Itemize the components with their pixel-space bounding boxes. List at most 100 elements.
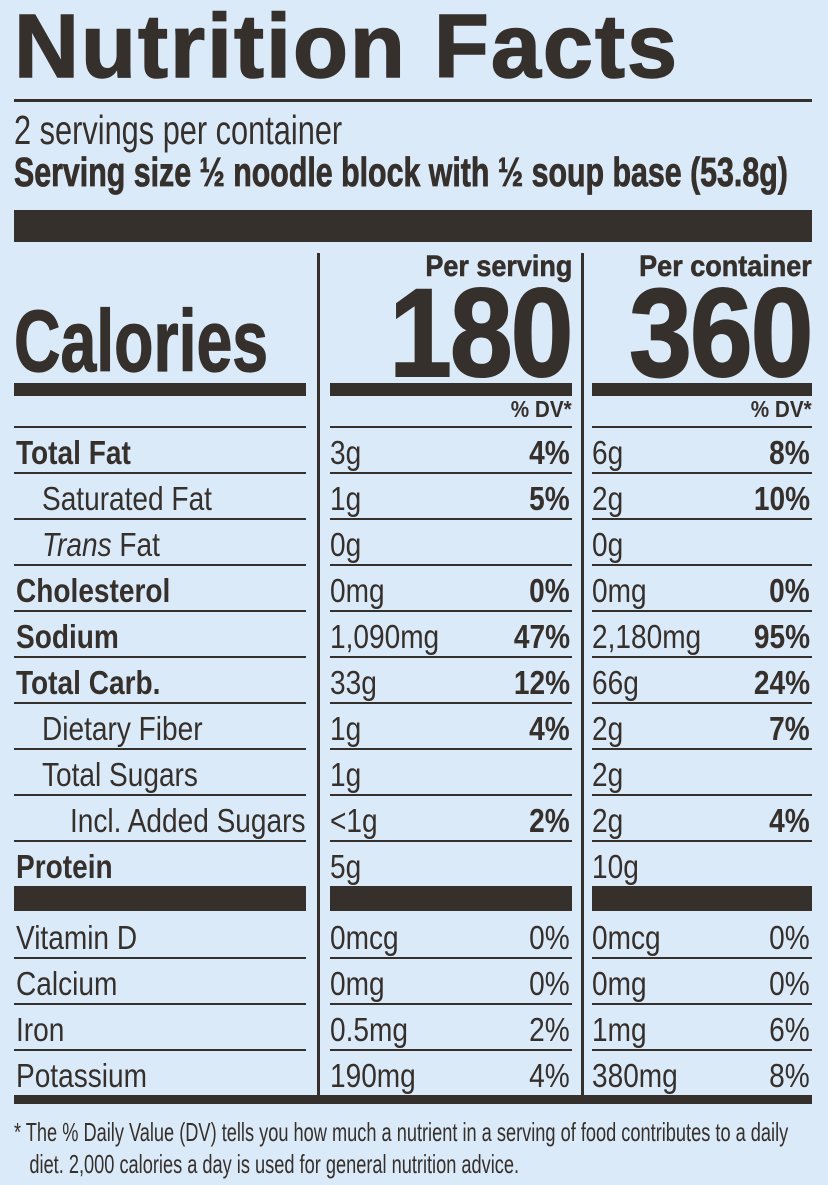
per-serving-daily-value: 2% (529, 1010, 570, 1048)
per-serving-amount: 1g (330, 709, 362, 747)
nutrient-label: Protein (16, 847, 113, 885)
calories-underline-bar (330, 382, 572, 396)
per-serving-daily-value: 0% (529, 918, 570, 956)
nutrient-label-cell: Sodium (14, 609, 306, 656)
nutrient-label: Iron (16, 1010, 65, 1048)
per-serving-cell: <1g 2% (330, 793, 572, 840)
section-divider-bar (592, 885, 812, 911)
per-serving-daily-value: 12% (513, 663, 570, 701)
per-serving-amount: 190mg (330, 1056, 416, 1094)
nutrient-label-cell: Saturated Fat (14, 471, 306, 518)
per-container-amount: 10g (592, 847, 639, 885)
serving-size: Serving size ½ noodle block with ½ soup … (14, 149, 788, 196)
per-container-amount: 2,180mg (592, 617, 702, 655)
per-serving-cell: 1g (330, 747, 572, 794)
per-container-daily-value: 10% (753, 479, 810, 517)
per-container-cell: 380mg 8% (592, 1048, 812, 1095)
per-serving-cell: 3g 4% (330, 425, 572, 472)
nutrient-label: Trans Fat (42, 525, 160, 563)
nutrition-table: Calories Per serving 180 Per container 3… (14, 247, 815, 1095)
per-serving-amount: <1g (330, 801, 378, 839)
calories-per-serving-cell: Per serving 180 (330, 247, 575, 404)
calories-per-container-value: 360 (629, 264, 815, 404)
calories-underline-bar (14, 382, 306, 396)
per-serving-amount: 1g (330, 479, 362, 517)
per-container-cell: 66g 24% (592, 655, 812, 702)
nutrient-label: Calcium (16, 964, 118, 1002)
per-container-cell: 2g 7% (592, 701, 812, 748)
nutrient-label-cell: Total Carb. (14, 655, 306, 702)
section-divider-bar (330, 885, 572, 911)
per-container-amount: 0g (592, 525, 624, 563)
per-serving-amount: 33g (330, 663, 377, 701)
calories-label-cell: Calories (14, 247, 306, 386)
per-container-amount: 2g (592, 755, 624, 793)
per-serving-daily-value: 2% (529, 801, 570, 839)
per-serving-cell: 0mg 0% (330, 956, 572, 1003)
column-divider-1 (317, 253, 320, 1095)
per-serving-amount: 0g (330, 525, 362, 563)
per-serving-cell: 0.5mg 2% (330, 1002, 572, 1049)
per-serving-cell: 0g (330, 517, 572, 564)
nutrient-label-cell: Trans Fat (14, 517, 306, 564)
per-container-amount: 0mcg (592, 918, 661, 956)
per-serving-amount: 1,090mg (330, 617, 440, 655)
nutrient-label-cell: Total Sugars (14, 747, 306, 794)
nutrient-label: Cholesterol (16, 571, 171, 609)
per-serving-cell: 0mcg 0% (330, 911, 572, 957)
thick-divider-bar (14, 210, 812, 243)
per-container-daily-value: 24% (753, 663, 810, 701)
per-container-amount: 66g (592, 663, 639, 701)
per-container-daily-value: 8% (769, 1056, 810, 1094)
per-container-cell: 2,180mg 95% (592, 609, 812, 656)
per-container-cell: 2g 4% (592, 793, 812, 840)
nutrient-label-cell: Cholesterol (14, 563, 306, 610)
nutrient-label: Dietary Fiber (42, 709, 203, 747)
per-container-amount: 1mg (592, 1010, 647, 1048)
per-serving-daily-value: 4% (529, 709, 570, 747)
per-container-amount: 6g (592, 433, 624, 471)
section-divider-bar (14, 885, 306, 911)
nutrient-label: Saturated Fat (42, 479, 212, 517)
per-serving-cell: 1,090mg 47% (330, 609, 572, 656)
per-serving-daily-value: 4% (529, 1056, 570, 1094)
column-header-per-container: Per container (639, 250, 812, 284)
dv-header-empty-cell (14, 396, 306, 426)
per-container-cell: 0mcg 0% (592, 911, 812, 957)
calories-per-container-cell: Per container 360 (592, 247, 815, 404)
nutrient-label-cell: Vitamin D (14, 911, 306, 957)
per-serving-cell: 0mg 0% (330, 563, 572, 610)
per-container-cell: 0mg 0% (592, 563, 812, 610)
per-container-cell: 10g (592, 839, 812, 886)
daily-value-footnote: * The % Daily Value (DV) tells you how m… (14, 1116, 789, 1180)
per-serving-daily-value: 47% (513, 617, 570, 655)
dv-header-per-container: % DV* (751, 395, 812, 422)
per-serving-cell: 1g 5% (330, 471, 572, 518)
per-serving-amount: 0mg (330, 964, 385, 1002)
per-serving-cell: 190mg 4% (330, 1048, 572, 1095)
per-container-daily-value: 0% (769, 964, 810, 1002)
per-container-amount: 2g (592, 479, 624, 517)
column-divider-2 (581, 253, 584, 1095)
nutrient-label-cell: Dietary Fiber (14, 701, 306, 748)
per-serving-daily-value: 4% (529, 433, 570, 471)
per-container-daily-value: 7% (769, 709, 810, 747)
calories-per-serving-value: 180 (389, 264, 575, 404)
per-serving-daily-value: 0% (529, 964, 570, 1002)
per-container-cell: 1mg 6% (592, 1002, 812, 1049)
per-serving-amount: 0mcg (330, 918, 399, 956)
per-container-daily-value: 0% (769, 571, 810, 609)
dv-header-per-serving: % DV* (511, 395, 572, 422)
per-container-amount: 2g (592, 709, 624, 747)
per-container-daily-value: 95% (753, 617, 810, 655)
nutrient-label-cell: Incl. Added Sugars (14, 793, 306, 840)
per-serving-daily-value: 0% (529, 571, 570, 609)
per-serving-amount: 0mg (330, 571, 385, 609)
per-container-cell: 2g (592, 747, 812, 794)
nutrient-label: Potassium (16, 1056, 147, 1094)
per-serving-amount: 3g (330, 433, 362, 471)
per-serving-amount: 0.5mg (330, 1010, 408, 1048)
bottom-divider-bar (14, 1094, 812, 1104)
page-title: Nutrition Facts (13, 0, 680, 97)
